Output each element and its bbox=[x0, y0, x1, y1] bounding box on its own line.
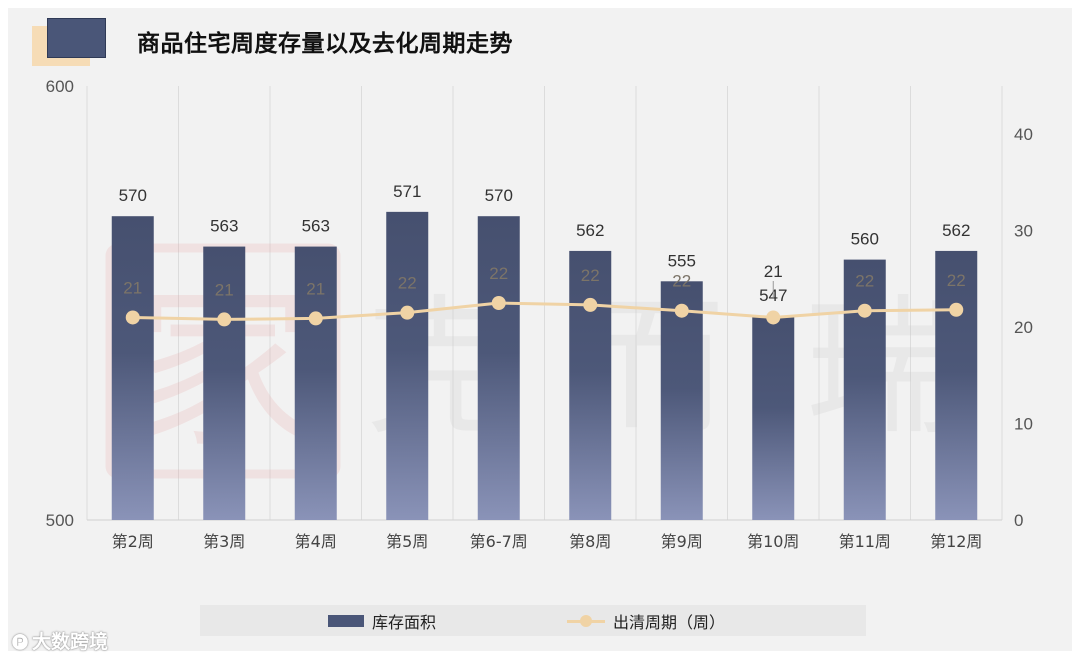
legend-line-swatch bbox=[567, 615, 605, 627]
x-tick-1: 第2周 bbox=[112, 532, 154, 551]
brand-watermark: 🅟 大数跨境 bbox=[12, 627, 108, 654]
line-label-1: 21 bbox=[123, 278, 142, 297]
y-left-tick-600: 600 bbox=[46, 77, 74, 96]
line-label-8: 21 bbox=[764, 262, 783, 281]
line-point-4 bbox=[400, 305, 415, 320]
bar-10 bbox=[935, 250, 978, 521]
bar-label-6: 562 bbox=[576, 221, 604, 240]
line-series bbox=[132, 301, 957, 321]
x-tick-5: 第6-7周 bbox=[470, 532, 528, 551]
line-label-4: 22 bbox=[398, 274, 417, 293]
legend-bar-swatch bbox=[328, 615, 364, 627]
x-tick-7: 第9周 bbox=[661, 532, 703, 551]
brand-logo-icon: 🅟 bbox=[12, 632, 29, 652]
brand-text: 大数跨境 bbox=[32, 631, 109, 653]
line-label-7: 22 bbox=[672, 272, 691, 291]
bar-label-2: 563 bbox=[210, 217, 238, 236]
x-tick-3: 第4周 bbox=[295, 532, 337, 551]
line-label-6: 22 bbox=[581, 266, 600, 285]
line-label-5: 22 bbox=[489, 264, 508, 283]
bar-label-3: 563 bbox=[302, 217, 330, 236]
bar-2 bbox=[203, 246, 246, 520]
line-label-3: 21 bbox=[306, 279, 325, 298]
legend-bar-label: 库存面积 bbox=[372, 613, 437, 632]
line-point-3 bbox=[308, 311, 323, 326]
x-tick-10: 第12周 bbox=[930, 532, 982, 551]
y-right-tick-30: 30 bbox=[1014, 222, 1033, 241]
bar-label-4: 571 bbox=[393, 182, 421, 201]
line-point-7 bbox=[674, 303, 689, 318]
line-label-9: 22 bbox=[855, 272, 874, 291]
x-tick-2: 第3周 bbox=[203, 532, 245, 551]
legend-item-bar[interactable]: 库存面积 bbox=[328, 611, 437, 632]
line-point-8 bbox=[766, 310, 781, 325]
bar-label-5: 570 bbox=[485, 186, 513, 205]
line-label-10: 22 bbox=[947, 271, 966, 290]
y-right-tick-20: 20 bbox=[1014, 318, 1033, 337]
bar-7 bbox=[660, 281, 703, 520]
line-point-2 bbox=[217, 312, 232, 327]
line-label-2: 21 bbox=[215, 280, 234, 299]
line-point-6 bbox=[583, 297, 598, 312]
bar-4 bbox=[386, 211, 429, 521]
bar-label-7: 555 bbox=[668, 251, 696, 270]
bar-8 bbox=[752, 316, 795, 520]
bar-3 bbox=[294, 246, 337, 520]
bar-6 bbox=[569, 250, 612, 521]
bar-9 bbox=[843, 259, 886, 520]
x-tick-9: 第11周 bbox=[839, 532, 891, 551]
line-point-5 bbox=[491, 296, 506, 310]
line-point-9 bbox=[857, 303, 872, 318]
y-right-tick-40: 40 bbox=[1014, 125, 1033, 144]
line-point-10 bbox=[949, 302, 964, 317]
legend-item-line[interactable]: 出清周期（周） bbox=[567, 611, 726, 632]
bar-5 bbox=[477, 216, 520, 520]
x-tick-4: 第5周 bbox=[386, 532, 428, 551]
x-tick-6: 第8周 bbox=[569, 532, 611, 551]
x-tick-8: 第10周 bbox=[747, 532, 799, 551]
chart-title: 商品住宅周度存量以及去化周期走势 bbox=[137, 31, 513, 57]
bar-label-1: 570 bbox=[119, 186, 147, 205]
y-left-tick-500: 500 bbox=[46, 511, 74, 530]
y-right-tick-0: 0 bbox=[1014, 511, 1023, 530]
legend bbox=[200, 605, 866, 636]
bar-label-10: 562 bbox=[942, 221, 970, 240]
bar-label-9: 560 bbox=[851, 230, 879, 249]
chart-background bbox=[8, 8, 1072, 651]
y-right-tick-10: 10 bbox=[1014, 415, 1033, 434]
bar-1 bbox=[111, 216, 154, 520]
line-point-1 bbox=[125, 310, 140, 325]
title-decoration-front bbox=[47, 18, 106, 58]
legend-line-label: 出清周期（周） bbox=[613, 613, 726, 632]
